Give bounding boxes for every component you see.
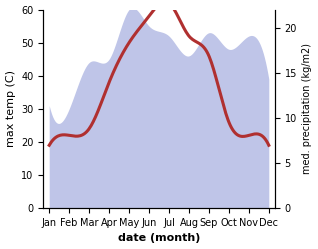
- X-axis label: date (month): date (month): [118, 234, 200, 244]
- Y-axis label: med. precipitation (kg/m2): med. precipitation (kg/m2): [302, 43, 313, 174]
- Y-axis label: max temp (C): max temp (C): [5, 70, 16, 147]
